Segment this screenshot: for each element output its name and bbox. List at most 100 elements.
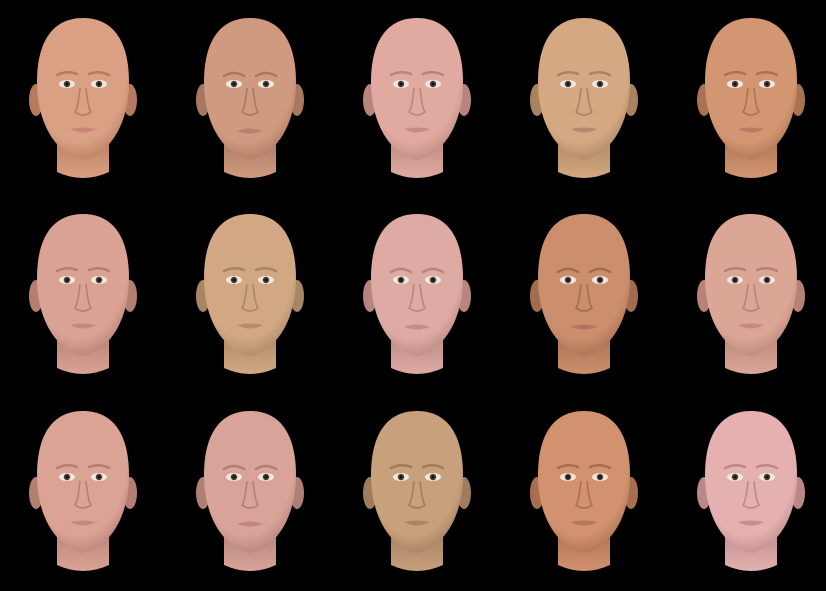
nose: [574, 480, 594, 509]
left-eye-pupil: [399, 475, 403, 479]
face-portrait: [524, 12, 644, 197]
nose: [73, 283, 93, 312]
face-portrait: [357, 405, 477, 590]
face-portrait: [524, 405, 644, 590]
face-portrait: [23, 208, 143, 393]
left-eye-pupil: [399, 278, 403, 282]
right-eyebrow: [87, 267, 111, 273]
right-eyebrow: [755, 267, 779, 273]
face-svg: [29, 214, 137, 374]
mouth: [70, 323, 96, 329]
face-svg: [196, 411, 304, 571]
nose: [240, 87, 260, 116]
mouth: [237, 128, 263, 134]
head: [371, 411, 463, 553]
left-eye-pupil: [566, 278, 570, 282]
right-eyebrow: [254, 464, 278, 471]
nose: [73, 87, 93, 116]
nose: [741, 480, 761, 509]
face-svg: [697, 214, 805, 374]
face-svg: [363, 18, 471, 178]
right-eye-pupil: [598, 82, 602, 86]
left-eye-pupil: [733, 475, 737, 479]
left-eye-pupil: [399, 82, 403, 86]
face-portrait: [190, 208, 310, 393]
face-portrait: [357, 208, 477, 393]
face-svg: [29, 18, 137, 178]
head: [37, 214, 129, 356]
mouth: [237, 521, 263, 527]
right-eye-pupil: [431, 278, 435, 282]
face-portrait: [23, 405, 143, 590]
face-svg: [697, 18, 805, 178]
left-eye-pupil: [65, 82, 69, 86]
right-eye-pupil: [264, 82, 268, 86]
right-eye-pupil: [765, 475, 769, 479]
left-eye-pupil: [566, 82, 570, 86]
mouth: [404, 324, 430, 330]
left-eye-pupil: [65, 475, 69, 479]
nose: [741, 87, 761, 116]
right-eye-pupil: [598, 475, 602, 479]
head: [204, 214, 296, 356]
right-eye-pupil: [598, 278, 602, 282]
left-eyebrow: [222, 267, 246, 273]
left-eyebrow: [556, 464, 580, 470]
face-svg: [29, 411, 137, 571]
right-eye-pupil: [431, 475, 435, 479]
left-eyebrow: [389, 267, 413, 274]
right-eye-pupil: [765, 82, 769, 86]
head: [538, 214, 630, 356]
left-eyebrow: [222, 71, 246, 78]
face-portrait: [190, 405, 310, 590]
face-svg: [363, 214, 471, 374]
left-eye-pupil: [733, 82, 737, 86]
right-eyebrow: [87, 71, 111, 77]
face-svg: [697, 411, 805, 571]
head: [705, 18, 797, 160]
right-eyebrow: [421, 71, 445, 77]
left-eyebrow: [723, 71, 747, 77]
face-svg: [530, 214, 638, 374]
nose: [741, 283, 761, 312]
right-eyebrow: [588, 71, 612, 77]
face-svg: [530, 18, 638, 178]
right-eyebrow: [421, 267, 445, 274]
right-eyebrow: [254, 71, 278, 78]
face-portrait: [190, 12, 310, 197]
mouth: [571, 127, 597, 133]
right-eyebrow: [421, 464, 445, 470]
left-eyebrow: [55, 267, 79, 273]
face-svg: [196, 18, 304, 178]
right-eye-pupil: [264, 278, 268, 282]
mouth: [738, 127, 764, 133]
face-portrait: [524, 208, 644, 393]
left-eyebrow: [556, 267, 580, 274]
nose: [73, 480, 93, 509]
head: [705, 411, 797, 553]
face-portrait: [691, 208, 811, 393]
nose: [407, 283, 427, 312]
nose: [407, 87, 427, 116]
left-eye-pupil: [733, 278, 737, 282]
right-eyebrow: [755, 71, 779, 77]
left-eyebrow: [556, 71, 580, 77]
head: [705, 214, 797, 356]
right-eyebrow: [588, 267, 612, 274]
right-eye-pupil: [97, 475, 101, 479]
mouth: [70, 127, 96, 133]
mouth: [404, 127, 430, 133]
mouth: [70, 520, 96, 526]
right-eye-pupil: [765, 278, 769, 282]
face-portrait: [691, 405, 811, 590]
left-eyebrow: [723, 267, 747, 273]
left-eye-pupil: [232, 475, 236, 479]
nose: [574, 283, 594, 312]
left-eyebrow: [389, 71, 413, 77]
head: [37, 18, 129, 160]
mouth: [404, 520, 430, 526]
face-portrait: [23, 12, 143, 197]
face-svg: [530, 411, 638, 571]
left-eyebrow: [55, 464, 79, 470]
